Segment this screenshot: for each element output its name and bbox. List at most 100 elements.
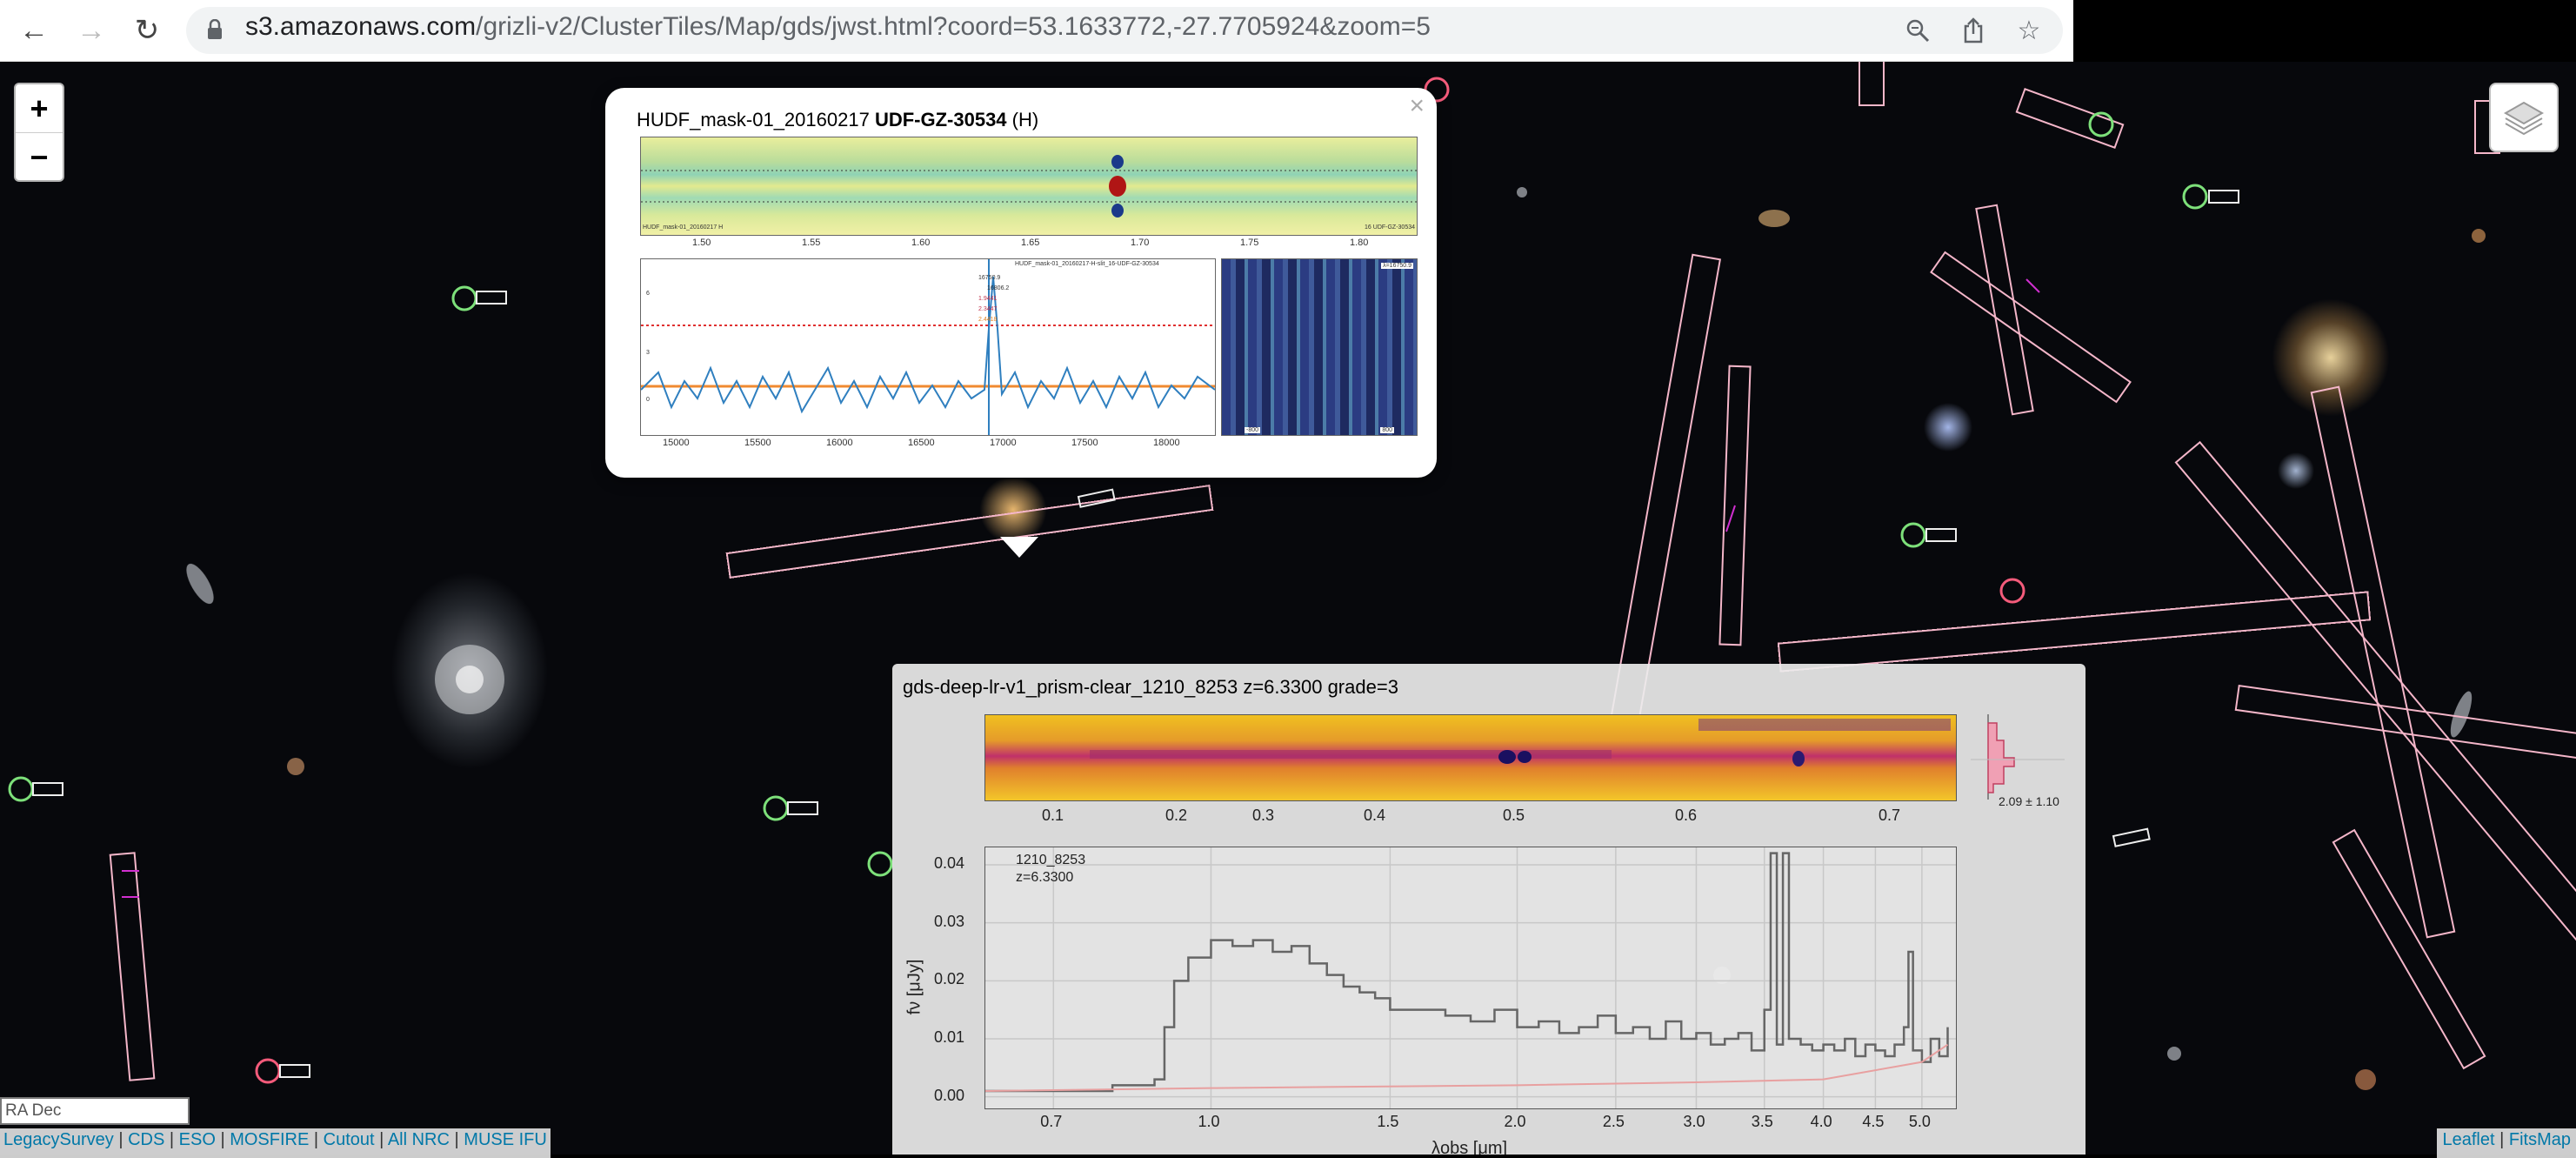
green-target-circles [8,111,2239,877]
mosfire-1d-spectrum: HUDF_mask-01_20160217-H-slit_16-UDF-GZ-3… [640,258,1216,436]
popup-title: HUDF_mask-01_20160217 UDF-GZ-30534 (H) [637,109,1038,131]
plot-annotation-id: 1210_8253 [1016,853,1086,867]
link-mosfire[interactable]: MOSFIRE [230,1130,310,1149]
chart-xtick-label: 1.0 [1198,1113,1220,1130]
zoom-out-button[interactable]: − [30,138,49,175]
back-icon[interactable]: ← [19,14,49,47]
spec1d-line-label: 1.9441 [978,296,998,302]
link-separator: | [2499,1130,2505,1149]
chart-x-axis-label: λobs [μm] [1431,1139,1508,1155]
chart-xtick-label: 0.7 [1040,1113,1063,1130]
mosfire-slit-thumbnail: λ=16750.9 -800 800 [1221,258,1418,436]
spec2d-2-xtick: 0.5 [1503,807,1525,824]
spec2d-features [1090,719,1951,766]
popup-close-button[interactable]: × [1409,91,1425,120]
spec1d-line-label: 2.3447 [978,306,998,312]
spec1d-xtick: 17000 [990,438,1017,448]
link-leaflet[interactable]: Leaflet [2442,1130,2495,1149]
browser-toolbar: ← → ↻ s3.amazonaws.com/grizli-v2/Cluster… [0,0,2073,62]
link-cds[interactable]: CDS [128,1130,165,1149]
spec2d-xtick: 1.65 [1021,238,1040,248]
link-cutout[interactable]: Cutout [323,1130,375,1149]
popup-tip [1000,537,1038,558]
plot-annotation: 1210_8253 z=6.3300 [1016,852,1085,887]
nirspec-2d-spectrum [984,714,1957,801]
popup2-title: gds-deep-lr-v1_prism-clear_1210_8253 z=6… [903,676,1398,698]
coordinate-input[interactable]: RA Dec [0,1097,190,1125]
redshift-histogram [1971,714,2065,800]
spec2d-xtick: 1.75 [1240,238,1259,248]
spec2d-right-label: 16 UDF-GZ-30534 [1365,224,1415,231]
nirspec-1d-spectrum [984,847,1957,1109]
forward-icon[interactable]: → [77,14,106,47]
spec2d-xtick: 1.55 [802,238,821,248]
address-bar[interactable] [186,7,2063,54]
chart-xtick-label: 2.5 [1602,1113,1625,1130]
link-legacysurvey[interactable]: LegacySurvey [3,1130,114,1149]
zoom-control: + − [14,83,64,182]
chart-ytick-label: 0.00 [934,1086,965,1104]
spec2d-xtick: 1.60 [911,238,931,248]
popup-title-band: (H) [1011,109,1039,131]
thumb-right-label: 800 [1380,427,1394,433]
spec2d-2-xtick: 0.2 [1165,807,1188,824]
popup-title-object: UDF-GZ-30534 [874,109,1007,131]
chart-ytick-label: 0.01 [934,1028,965,1046]
spec1d-line-label: 16806.2 [987,285,1010,291]
zoom-in-button[interactable]: + [16,84,63,133]
bookmark-star-icon[interactable]: ☆ [2017,16,2041,45]
spec1d-plot [640,259,1216,435]
popup-title-mask: HUDF_mask-01_20160217 [637,109,870,131]
link-separator: | [118,1130,123,1149]
chart-xtick-label: 3.5 [1751,1113,1773,1130]
url-text[interactable]: s3.amazonaws.com/grizli-v2/ClusterTiles/… [245,12,1431,42]
spec2d-2-xtick: 0.4 [1364,807,1386,824]
redshift-posterior-label: 2.09 ± 1.10 [1999,794,2059,808]
url-path: /grizli-v2/ClusterTiles/Map/gds/jwst.htm… [476,12,1431,41]
sky-map[interactable]: + − × HUDF_mask-01_20160217 UDF-GZ-30534… [0,62,2576,1155]
spectrum-chart [984,847,1956,1108]
spectrum-popup-nirspec: gds-deep-lr-v1_prism-clear_1210_8253 z=6… [892,664,2085,1155]
slit-outlines [109,62,2576,1081]
spec1d-ytick: 3 [646,350,650,356]
url-host: s3.amazonaws.com [245,12,477,41]
spec1d-xtick: 15000 [663,438,690,448]
lock-icon[interactable] [207,19,223,40]
reload-icon[interactable]: ↻ [134,14,160,47]
layers-icon [2503,101,2545,136]
chart-xtick-label: 5.0 [1908,1113,1931,1130]
link-separator: | [313,1130,319,1149]
magenta-markers [122,278,2040,898]
link-separator: | [379,1130,384,1149]
spec1d-xtick: 16500 [908,438,935,448]
link-fitsmap[interactable]: FitsMap [2508,1130,2571,1149]
layers-control-button[interactable] [2489,83,2559,152]
mosfire-2d-spectrum: HUDF_mask-01_20160217 H 16 UDF-GZ-30534 [640,137,1418,236]
chart-series-error [984,1043,1949,1092]
white-slit-pairs [1077,488,2151,847]
chart-series-flux [985,852,1949,1093]
chart-xtick-label: 2.0 [1504,1113,1526,1130]
link-separator: | [454,1130,459,1149]
link-muse-ifu[interactable]: MUSE IFU [464,1130,547,1149]
spec2d-2-xtick: 0.1 [1042,807,1064,824]
link-all-nrc[interactable]: All NRC [387,1130,450,1149]
plot-annotation-z: z=6.3300 [1016,870,1074,885]
chart-xtick-label: 1.5 [1377,1113,1399,1130]
spec2d-lines [641,155,1417,218]
chart-ytick-label: 0.03 [934,912,965,930]
link-eso[interactable]: ESO [178,1130,216,1149]
spec1d-title: HUDF_mask-01_20160217-H-slit_16-UDF-GZ-3… [1015,261,1159,267]
spec1d-line-label: 2.4418 [978,317,998,323]
spec1d-line-label: 16750.9 [978,275,1001,281]
spec2d-left-label: HUDF_mask-01_20160217 H [643,224,724,231]
share-icon[interactable] [1957,14,1990,47]
chrome-blank-area [2073,0,2576,61]
spectrum-popup-mosfire: × HUDF_mask-01_20160217 UDF-GZ-30534 (H)… [605,88,1437,478]
spec1d-xtick: 18000 [1153,438,1180,448]
spiral-galaxy [435,645,504,714]
spec1d-xtick: 15500 [744,438,771,448]
zoom-icon[interactable] [1901,14,1934,47]
chart-y-axis-label: fν [μJy] [904,959,924,1015]
chart-xtick-label: 3.0 [1683,1113,1705,1130]
